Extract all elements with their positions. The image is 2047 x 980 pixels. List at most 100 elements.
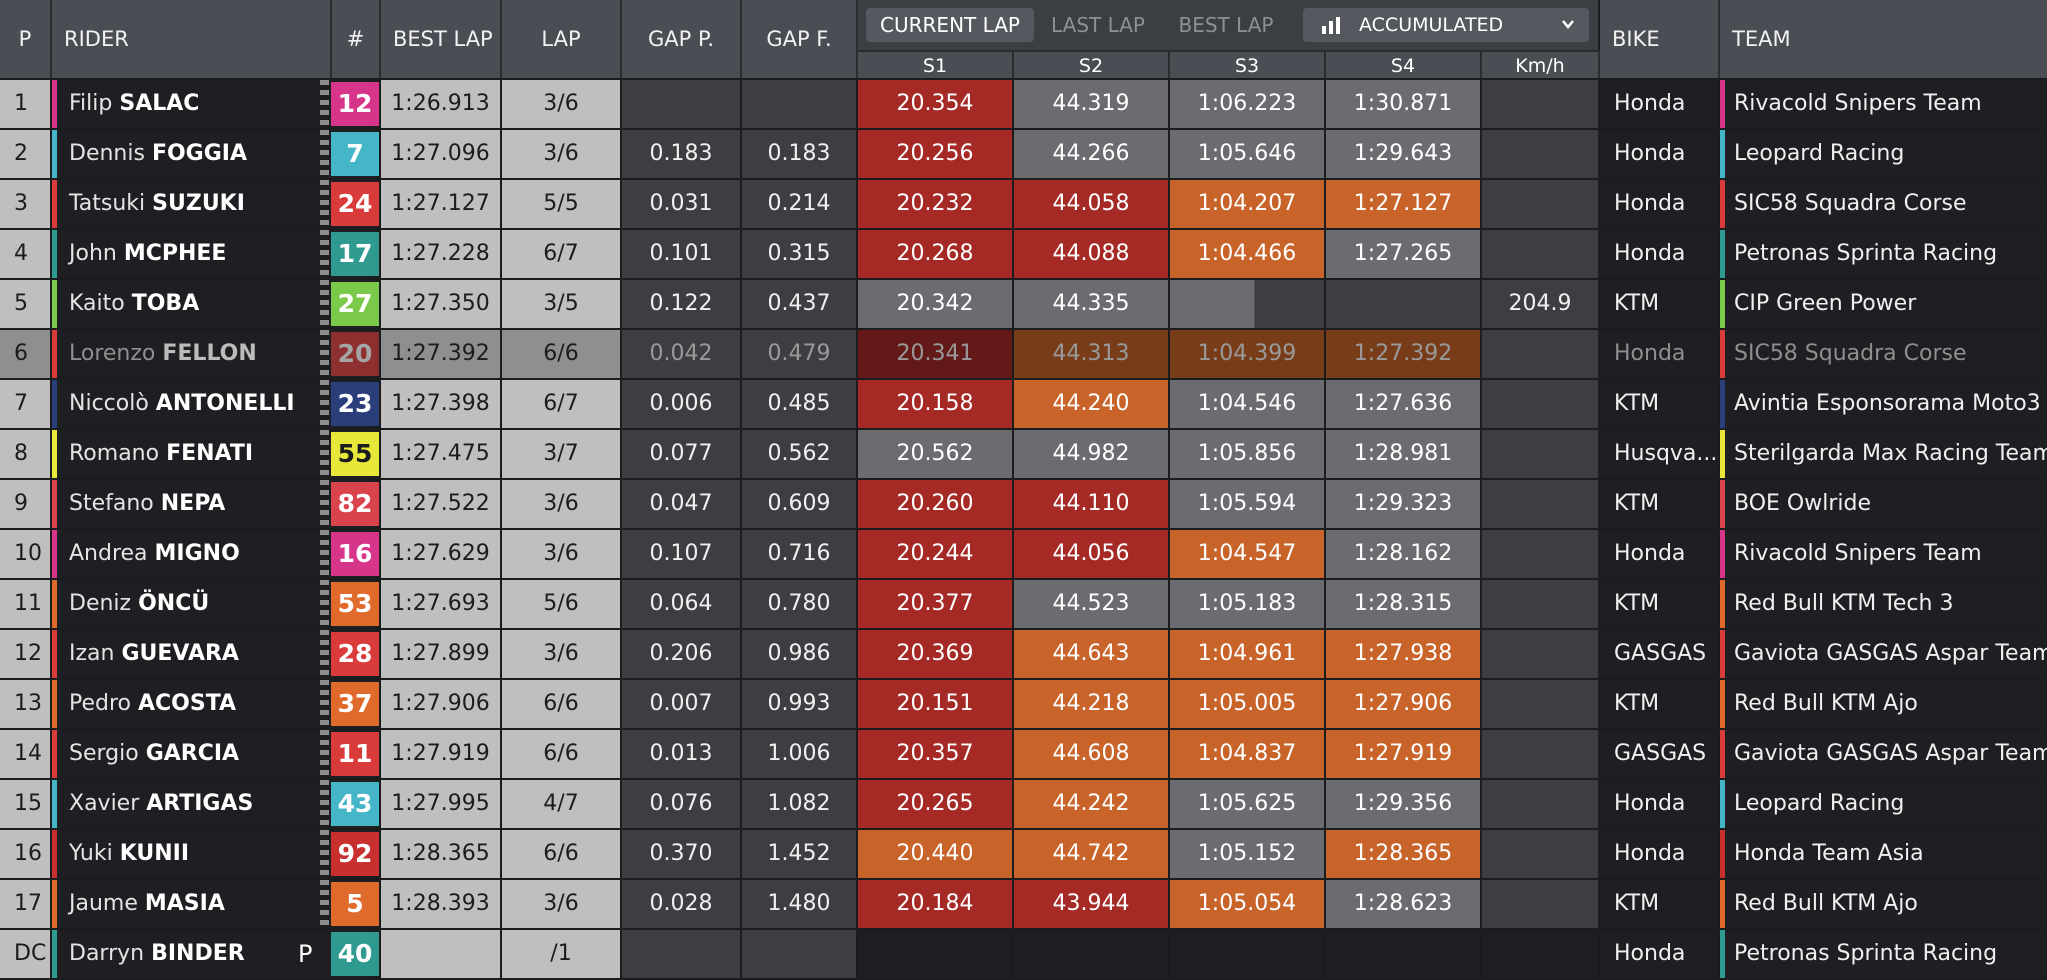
sector-s1-cell: 20.377	[858, 580, 1012, 628]
position-cell: 17	[0, 880, 50, 928]
gap-previous-cell: 0.047	[622, 480, 740, 528]
rider-number-badge: 17	[331, 232, 379, 276]
table-row[interactable]: 11 Deniz ÖNCÜ 53 1:27.693 5/6 0.064 0.780 20.37…	[0, 580, 2047, 630]
team-color-stripe	[1720, 180, 1725, 228]
table-row[interactable]: 5 Kaito TOBA 27 1:27.350 3/5 0.122 0.437 20.342…	[0, 280, 2047, 330]
lap-count-cell: 3/6	[502, 80, 620, 128]
lap-count-cell: 3/6	[502, 480, 620, 528]
table-row[interactable]: 7 Niccolò ANTONELLI 23 1:27.398 6/7 0.006 0.48…	[0, 380, 2047, 430]
table-row[interactable]: 12 Izan GUEVARA 28 1:27.899 3/6 0.206 0.986 20.…	[0, 630, 2047, 680]
best-lap-cell: 1:27.127	[381, 180, 500, 228]
accumulated-label: ACCUMULATED	[1359, 14, 1504, 36]
best-lap-cell: 1:26.913	[381, 80, 500, 128]
table-row[interactable]: 1 Filip SALAC 12 1:26.913 3/6 20.354 44.319 1:0…	[0, 80, 2047, 130]
header-best-lap: BEST LAP	[381, 0, 502, 78]
sector-s2-cell: 43.944	[1014, 880, 1168, 928]
rider-last-name: FOGGIA	[151, 141, 247, 166]
table-row[interactable]: 6 Lorenzo FELLON 20 1:27.392 6/6 0.042 0.479 20…	[0, 330, 2047, 380]
table-row[interactable]: 16 Yuki KUNII 92 1:28.365 6/6 0.370 1.452 20.44…	[0, 830, 2047, 880]
table-row[interactable]: 2 Dennis FOGGIA 7 1:27.096 3/6 0.183 0.183 20.2…	[0, 130, 2047, 180]
lap-count-cell: 5/6	[502, 580, 620, 628]
checkered-flag-icon	[320, 880, 329, 928]
rider-number-badge: 12	[331, 82, 379, 126]
table-row[interactable]: 10 Andrea MIGNO 16 1:27.629 3/6 0.107 0.716 20.…	[0, 530, 2047, 580]
team-color-stripe	[52, 230, 57, 278]
gap-first-cell: 1.006	[742, 730, 856, 778]
sector-s1-cell: 20.354	[858, 80, 1012, 128]
table-row[interactable]: 8 Romano FENATI 55 1:27.475 3/7 0.077 0.562 20.…	[0, 430, 2047, 480]
tab-best-lap[interactable]: BEST LAP	[1178, 13, 1274, 37]
lap-count-cell: 6/7	[502, 230, 620, 278]
rider-number-badge: 5	[331, 882, 379, 926]
checkered-flag-icon	[320, 480, 329, 528]
checkered-flag-icon	[320, 330, 329, 378]
position-cell: 6	[0, 330, 50, 378]
sector-s1-cell: 20.265	[858, 780, 1012, 828]
team-cell: Leopard Racing	[1720, 780, 2047, 828]
sector-s1-cell: 20.342	[858, 280, 1012, 328]
speed-cell	[1482, 630, 1598, 678]
table-row[interactable]: 14 Sergio GARCIA 11 1:27.919 6/6 0.013 1.006 20…	[0, 730, 2047, 780]
table-row[interactable]: DC Darryn BINDER P 40/1 Honda Petronas Sprint…	[0, 930, 2047, 980]
rider-last-name: ANTONELLI	[155, 391, 295, 416]
team-color-stripe	[52, 730, 57, 778]
sector-s3-cell	[1170, 930, 1324, 978]
checkered-flag-icon	[320, 830, 329, 878]
lap-count-cell: 3/6	[502, 630, 620, 678]
table-row[interactable]: 13 Pedro ACOSTA 37 1:27.906 6/6 0.007 0.993 20.…	[0, 680, 2047, 730]
tab-current-lap[interactable]: CURRENT LAP	[866, 8, 1034, 42]
gap-previous-cell: 0.183	[622, 130, 740, 178]
sector-s3-cell: 1:04.546	[1170, 380, 1324, 428]
rider-last-name: NEPA	[160, 491, 226, 516]
team-color-stripe	[52, 880, 57, 928]
rider-number-badge: 43	[331, 782, 379, 826]
chevron-down-icon	[1561, 8, 1575, 53]
sector-s4-cell: 1:27.392	[1326, 330, 1480, 378]
team-cell: Honda Team Asia	[1720, 830, 2047, 878]
rider-first-name: Izan	[69, 641, 122, 666]
checkered-flag-icon	[320, 530, 329, 578]
team-cell: Red Bull KTM Ajo	[1720, 680, 2047, 728]
best-lap-cell: 1:28.365	[381, 830, 500, 878]
bike-cell: KTM	[1600, 280, 1718, 328]
checkered-flag-icon	[320, 280, 329, 328]
accumulated-select[interactable]: ACCUMULATED	[1303, 8, 1589, 42]
team-color-stripe	[52, 280, 57, 328]
tab-last-lap[interactable]: LAST LAP	[1051, 13, 1145, 37]
lap-count-cell: 3/6	[502, 530, 620, 578]
position-cell: 10	[0, 530, 50, 578]
sector-s4-cell: 1:28.981	[1326, 430, 1480, 478]
sector-s4-cell: 1:30.871	[1326, 80, 1480, 128]
header-team: TEAM	[1720, 0, 2047, 78]
team-color-stripe	[1720, 880, 1725, 928]
sector-s1-cell: 20.232	[858, 180, 1012, 228]
table-row[interactable]: 4 John MCPHEE 17 1:27.228 6/7 0.101 0.315 20.26…	[0, 230, 2047, 280]
gap-previous-cell: 0.206	[622, 630, 740, 678]
lap-count-cell: 6/6	[502, 730, 620, 778]
team-cell: Avintia Esponsorama Moto3	[1720, 380, 2047, 428]
bike-cell: KTM	[1600, 480, 1718, 528]
rider-first-name: Deniz	[69, 591, 139, 616]
team-cell: BOE Owlride	[1720, 480, 2047, 528]
lap-count-cell: 6/6	[502, 330, 620, 378]
best-lap-cell: 1:27.899	[381, 630, 500, 678]
sector-s2-cell: 44.643	[1014, 630, 1168, 678]
table-row[interactable]: 9 Stefano NEPA 82 1:27.522 3/6 0.047 0.609 20.2…	[0, 480, 2047, 530]
gap-first-cell	[742, 930, 856, 978]
position-cell: 3	[0, 180, 50, 228]
speed-cell	[1482, 480, 1598, 528]
table-row[interactable]: 15 Xavier ARTIGAS 43 1:27.995 4/7 0.076 1.082 2…	[0, 780, 2047, 830]
sector-s3-cell: 1:04.466	[1170, 230, 1324, 278]
speed-cell	[1482, 880, 1598, 928]
table-row[interactable]: 3 Tatsuki SUZUKI 24 1:27.127 5/5 0.031 0.214 20…	[0, 180, 2047, 230]
table-row[interactable]: 17 Jaume MASIA 5 1:28.393 3/6 0.028 1.480 20.18…	[0, 880, 2047, 930]
position-cell: 15	[0, 780, 50, 828]
sector-s2-cell: 44.608	[1014, 730, 1168, 778]
sector-s3-cell: 1:05.005	[1170, 680, 1324, 728]
bike-cell: GASGAS	[1600, 630, 1718, 678]
checkered-flag-icon	[320, 580, 329, 628]
rider-first-name: Xavier	[69, 791, 147, 816]
rider-last-name: MIGNO	[154, 541, 240, 566]
header-rider: RIDER	[52, 0, 332, 78]
best-lap-cell: 1:27.693	[381, 580, 500, 628]
